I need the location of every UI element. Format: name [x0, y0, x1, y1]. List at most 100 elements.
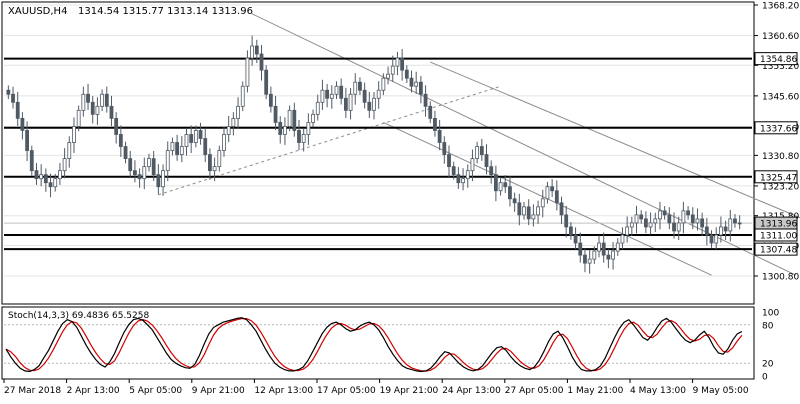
candle-body	[142, 166, 147, 180]
candle-body	[292, 109, 297, 131]
candle-body	[343, 97, 348, 111]
candle-body	[695, 218, 700, 224]
candle-body	[536, 206, 540, 216]
candle-body	[184, 134, 189, 147]
candle-body	[704, 226, 709, 236]
candle-body	[601, 242, 606, 256]
candle-body	[306, 122, 311, 135]
candle-body	[386, 73, 390, 79]
candle-body	[268, 93, 273, 107]
candle-body	[498, 182, 503, 192]
candle-body	[76, 109, 81, 127]
price-panel	[1, 1, 755, 305]
candle-body	[620, 234, 625, 244]
candle-body	[362, 89, 367, 103]
level-label-box	[754, 242, 798, 256]
candle-body	[554, 190, 559, 204]
level-label: 1354.86	[760, 55, 797, 65]
candle-body	[264, 69, 269, 95]
candle-body	[62, 158, 67, 172]
time-tick-label: 4 May 13:00	[630, 386, 686, 396]
candle-body	[611, 250, 615, 260]
candle-body	[728, 218, 733, 232]
candle-body	[451, 166, 456, 176]
candle-body	[128, 158, 133, 172]
price-tick-label: 1300.80	[762, 273, 799, 283]
candle-body	[104, 93, 109, 107]
time-tick-label: 9 Apr 21:00	[192, 386, 245, 396]
candle-body	[334, 85, 339, 95]
candle-body	[512, 198, 517, 204]
time-tick-label: 1 May 21:00	[567, 386, 623, 396]
candle-body	[212, 166, 217, 172]
candle-body	[723, 226, 728, 232]
candle-body	[203, 138, 208, 155]
candle-body	[189, 134, 194, 143]
candle-body	[25, 130, 29, 151]
candle-body	[245, 57, 250, 87]
time-axis: 27 Mar 2018 2 Apr 13:00 5 Apr 05:00 9 Apr 2…	[3, 379, 749, 396]
stoch-main-line	[5, 317, 743, 373]
candle-body	[6, 89, 11, 95]
candle-body	[15, 101, 20, 119]
candle-body	[733, 218, 737, 224]
candle-body	[578, 242, 583, 256]
candle-body	[95, 105, 100, 115]
candle-body	[175, 142, 180, 155]
candle-body	[273, 105, 278, 123]
time-tick-label: 9 May 05:00	[693, 386, 749, 396]
candle-body	[587, 258, 592, 264]
candle-body	[297, 130, 301, 143]
level-label: 1325.47	[760, 173, 797, 183]
candle-body	[433, 117, 437, 131]
candle-body	[325, 89, 330, 99]
candle-body	[634, 214, 639, 224]
candle-body	[484, 154, 489, 168]
candle-body	[428, 105, 433, 119]
price-tick-label: 1368.20	[762, 2, 799, 12]
candle-body	[348, 93, 353, 111]
candle-body	[606, 254, 611, 260]
stoch-readout: Stoch(14,3,3) 69.4836 65.5258	[8, 311, 149, 321]
candle-body	[250, 45, 255, 59]
stoch-tick-label: 0	[762, 373, 768, 383]
candle-body	[564, 214, 569, 228]
candle-body	[156, 174, 161, 188]
candle-body	[461, 178, 465, 184]
candle-body	[615, 242, 620, 252]
time-tick-label: 27 Apr 05:00	[505, 386, 564, 396]
candle-body	[700, 218, 705, 228]
candle-body	[390, 65, 395, 75]
time-tick-label: 17 Apr 05:00	[317, 386, 376, 396]
level-label-box	[754, 121, 798, 135]
candle-body	[231, 117, 236, 127]
candle-body	[58, 170, 62, 180]
candle-body	[625, 226, 630, 236]
candle-body	[414, 81, 419, 87]
candle-body	[161, 170, 165, 188]
candle-body	[676, 222, 681, 232]
candle-body	[573, 234, 578, 244]
candlesticks	[6, 35, 742, 274]
candle-body	[409, 77, 414, 87]
candle-body	[709, 234, 714, 244]
candle-body	[447, 154, 451, 168]
candle-body	[151, 158, 156, 176]
candle-body	[545, 186, 550, 200]
candle-body	[43, 174, 48, 184]
candle-body	[653, 218, 658, 224]
price-tick-label: 1345.60	[762, 92, 799, 102]
candle-body	[423, 93, 428, 107]
candle-body	[53, 178, 58, 188]
candle-body	[648, 222, 653, 228]
channel-line	[430, 61, 800, 219]
candle-body	[643, 218, 648, 228]
candle-body	[367, 101, 372, 111]
candle-body	[278, 122, 283, 135]
price-tick-label: 1353.20	[762, 62, 799, 72]
candle-body	[179, 146, 184, 155]
time-tick-label: 5 Apr 05:00	[129, 386, 182, 396]
